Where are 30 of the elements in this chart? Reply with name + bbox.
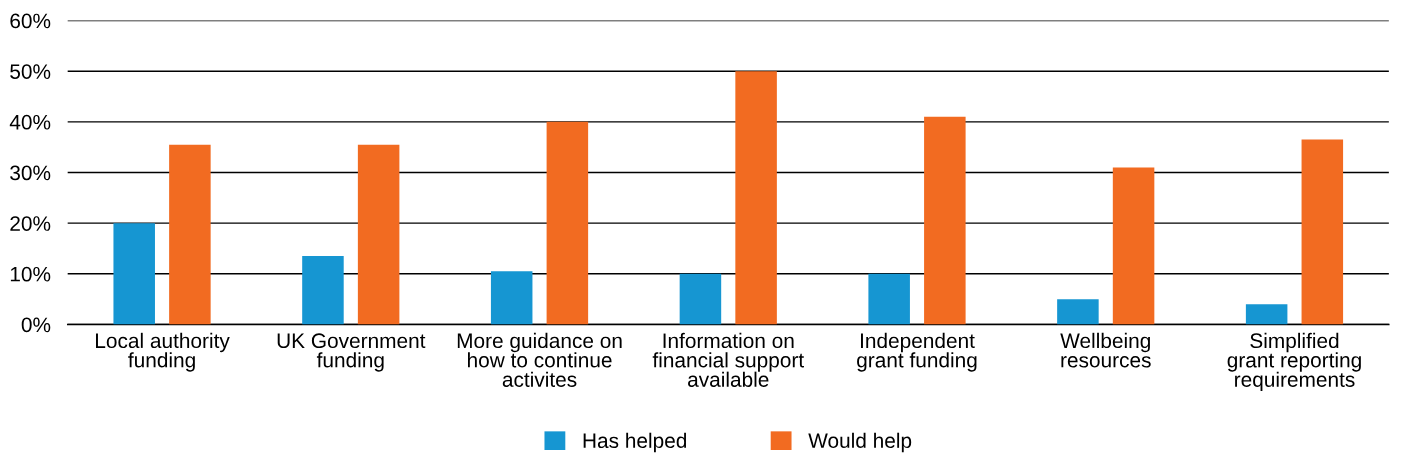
x-tick-label: Wellbeing resources [1060,332,1151,368]
y-tick-label: 10% [10,266,51,282]
bar [1057,299,1099,325]
y-tick-label: 0% [21,317,51,333]
x-tick-label: Information on financial support available [652,332,804,387]
bar [1301,139,1344,325]
bar [490,271,533,325]
bar [924,116,966,325]
y-tick-label: 30% [10,165,51,181]
x-tick-label: UK Government funding [277,333,426,372]
x-tick-label: Local authority funding [96,332,230,372]
y-tick-label: 50% [10,64,51,79]
bar [169,144,211,325]
x-tick-label: Independent grant funding [857,332,977,372]
bar [113,223,155,325]
bar [868,273,910,325]
legend-label: Has helped [583,432,687,453]
bar [1112,167,1155,325]
x-tick-label: More guidance on how to continue activites [457,332,622,387]
bar [679,273,722,325]
bar [735,71,777,325]
bar [357,144,400,325]
bar [1245,304,1288,325]
y-tick-label: 40% [9,114,51,130]
y-tick-label: 20% [10,216,51,231]
y-tick-label: 60% [10,13,51,29]
legend-label: Would help [808,432,912,453]
bar [546,121,589,325]
x-tick-label: Simplified grant reporting requirements [1227,332,1361,392]
bar [302,256,344,325]
